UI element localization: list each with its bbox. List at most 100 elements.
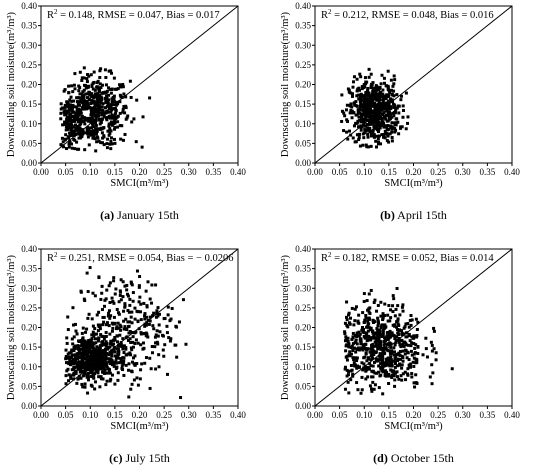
scatter-point bbox=[364, 377, 368, 381]
scatter-point bbox=[78, 92, 82, 96]
scatter-point bbox=[83, 339, 87, 343]
scatter-point bbox=[379, 353, 383, 357]
scatter-point bbox=[366, 322, 370, 326]
scatter-point bbox=[83, 99, 87, 103]
scatter-point bbox=[374, 119, 378, 123]
scatter-point bbox=[75, 127, 79, 131]
scatter-point bbox=[376, 142, 380, 146]
scatter-point bbox=[400, 338, 404, 342]
scatter-point bbox=[385, 93, 389, 97]
scatter-point bbox=[70, 133, 74, 137]
scatter-point bbox=[119, 328, 123, 332]
scatter-point bbox=[430, 382, 434, 386]
scatter-point bbox=[348, 350, 352, 354]
scatter-point bbox=[80, 352, 84, 356]
stats-annotation: R2 = 0.182, RMSE = 0.052, Bias = 0.014 bbox=[321, 251, 494, 264]
scatter-point bbox=[390, 115, 394, 119]
scatter-point bbox=[395, 325, 399, 329]
scatter-point bbox=[102, 343, 106, 347]
scatter-point bbox=[108, 131, 112, 135]
scatter-point bbox=[128, 297, 132, 301]
scatter-point bbox=[130, 120, 134, 124]
scatter-point bbox=[106, 129, 110, 133]
scatter-point bbox=[64, 356, 68, 360]
scatter-point bbox=[393, 103, 397, 107]
scatter-point bbox=[63, 103, 67, 107]
scatter-point bbox=[86, 130, 90, 134]
scatter-point bbox=[345, 300, 349, 304]
scatter-point bbox=[369, 84, 373, 88]
scatter-point bbox=[93, 380, 97, 384]
scatter-point bbox=[375, 98, 379, 102]
scatter-point bbox=[430, 349, 434, 353]
scatter-point bbox=[92, 364, 96, 368]
scatter-point bbox=[346, 340, 350, 344]
scatter-point bbox=[98, 122, 102, 126]
scatter-point bbox=[389, 316, 393, 320]
x-tick-label: 0.00 bbox=[33, 410, 49, 420]
scatter-point bbox=[365, 299, 369, 303]
scatter-point bbox=[403, 325, 407, 329]
scatter-point bbox=[358, 118, 362, 122]
y-tick-label: 0.00 bbox=[295, 401, 311, 411]
scatter-point bbox=[372, 102, 376, 106]
scatter-point bbox=[342, 111, 346, 115]
scatter-point bbox=[89, 371, 93, 375]
x-tick-label: 0.25 bbox=[156, 167, 172, 177]
scatter-point bbox=[63, 88, 67, 92]
scatter-point bbox=[384, 101, 388, 105]
y-tick-label: 0.35 bbox=[21, 21, 37, 31]
scatter-point bbox=[90, 342, 94, 346]
y-tick-label: 0.40 bbox=[21, 1, 37, 11]
scatter-point bbox=[383, 361, 387, 365]
scatter-point bbox=[85, 348, 89, 352]
scatter-point bbox=[353, 103, 357, 107]
scatter-point bbox=[89, 73, 93, 77]
scatter-point bbox=[397, 340, 401, 344]
x-tick-label: 0.00 bbox=[33, 167, 49, 177]
x-tick-label: 0.25 bbox=[156, 410, 172, 420]
scatter-point bbox=[366, 86, 370, 90]
scatter-point bbox=[381, 92, 385, 96]
scatter-point bbox=[143, 314, 147, 318]
scatter-point bbox=[94, 115, 98, 119]
scatter-point bbox=[109, 110, 113, 114]
scatter-point bbox=[105, 371, 109, 375]
scatter-point bbox=[101, 365, 105, 369]
scatter-point bbox=[98, 354, 102, 358]
scatter-point bbox=[156, 334, 160, 338]
scatter-point bbox=[371, 364, 375, 368]
scatter-point bbox=[406, 373, 410, 377]
scatter-point bbox=[101, 136, 105, 140]
scatter-point bbox=[88, 266, 92, 270]
scatter-point bbox=[102, 91, 106, 95]
scatter-point bbox=[383, 323, 387, 327]
scatter-point bbox=[130, 283, 134, 287]
scatter-point bbox=[90, 374, 94, 378]
y-tick-label: 0.20 bbox=[21, 323, 37, 333]
scatter-point bbox=[81, 385, 85, 389]
scatter-point bbox=[397, 104, 401, 108]
scatter-point bbox=[147, 322, 151, 326]
data-points bbox=[59, 66, 152, 153]
scatter-point bbox=[358, 338, 362, 342]
scatter-point bbox=[385, 119, 389, 123]
scatter-point bbox=[369, 86, 373, 90]
scatter-point bbox=[77, 365, 81, 369]
scatter-point bbox=[86, 290, 90, 294]
scatter-point bbox=[391, 111, 395, 115]
y-tick-label: 0.40 bbox=[295, 244, 311, 254]
scatter-point bbox=[90, 110, 94, 114]
stats-values: = 0.148, RMSE = 0.047, Bias = 0.017 bbox=[58, 10, 220, 21]
scatter-point bbox=[357, 313, 361, 317]
scatter-point bbox=[373, 383, 377, 387]
scatter-point bbox=[72, 358, 76, 362]
scatter-point bbox=[127, 368, 131, 372]
scatter-point bbox=[100, 359, 104, 363]
scatter-point bbox=[392, 374, 396, 378]
scatter-point bbox=[113, 121, 117, 125]
scatter-point bbox=[72, 335, 76, 339]
scatter-point bbox=[142, 332, 146, 336]
scatter-point bbox=[393, 324, 397, 328]
scatter-point bbox=[353, 363, 357, 367]
